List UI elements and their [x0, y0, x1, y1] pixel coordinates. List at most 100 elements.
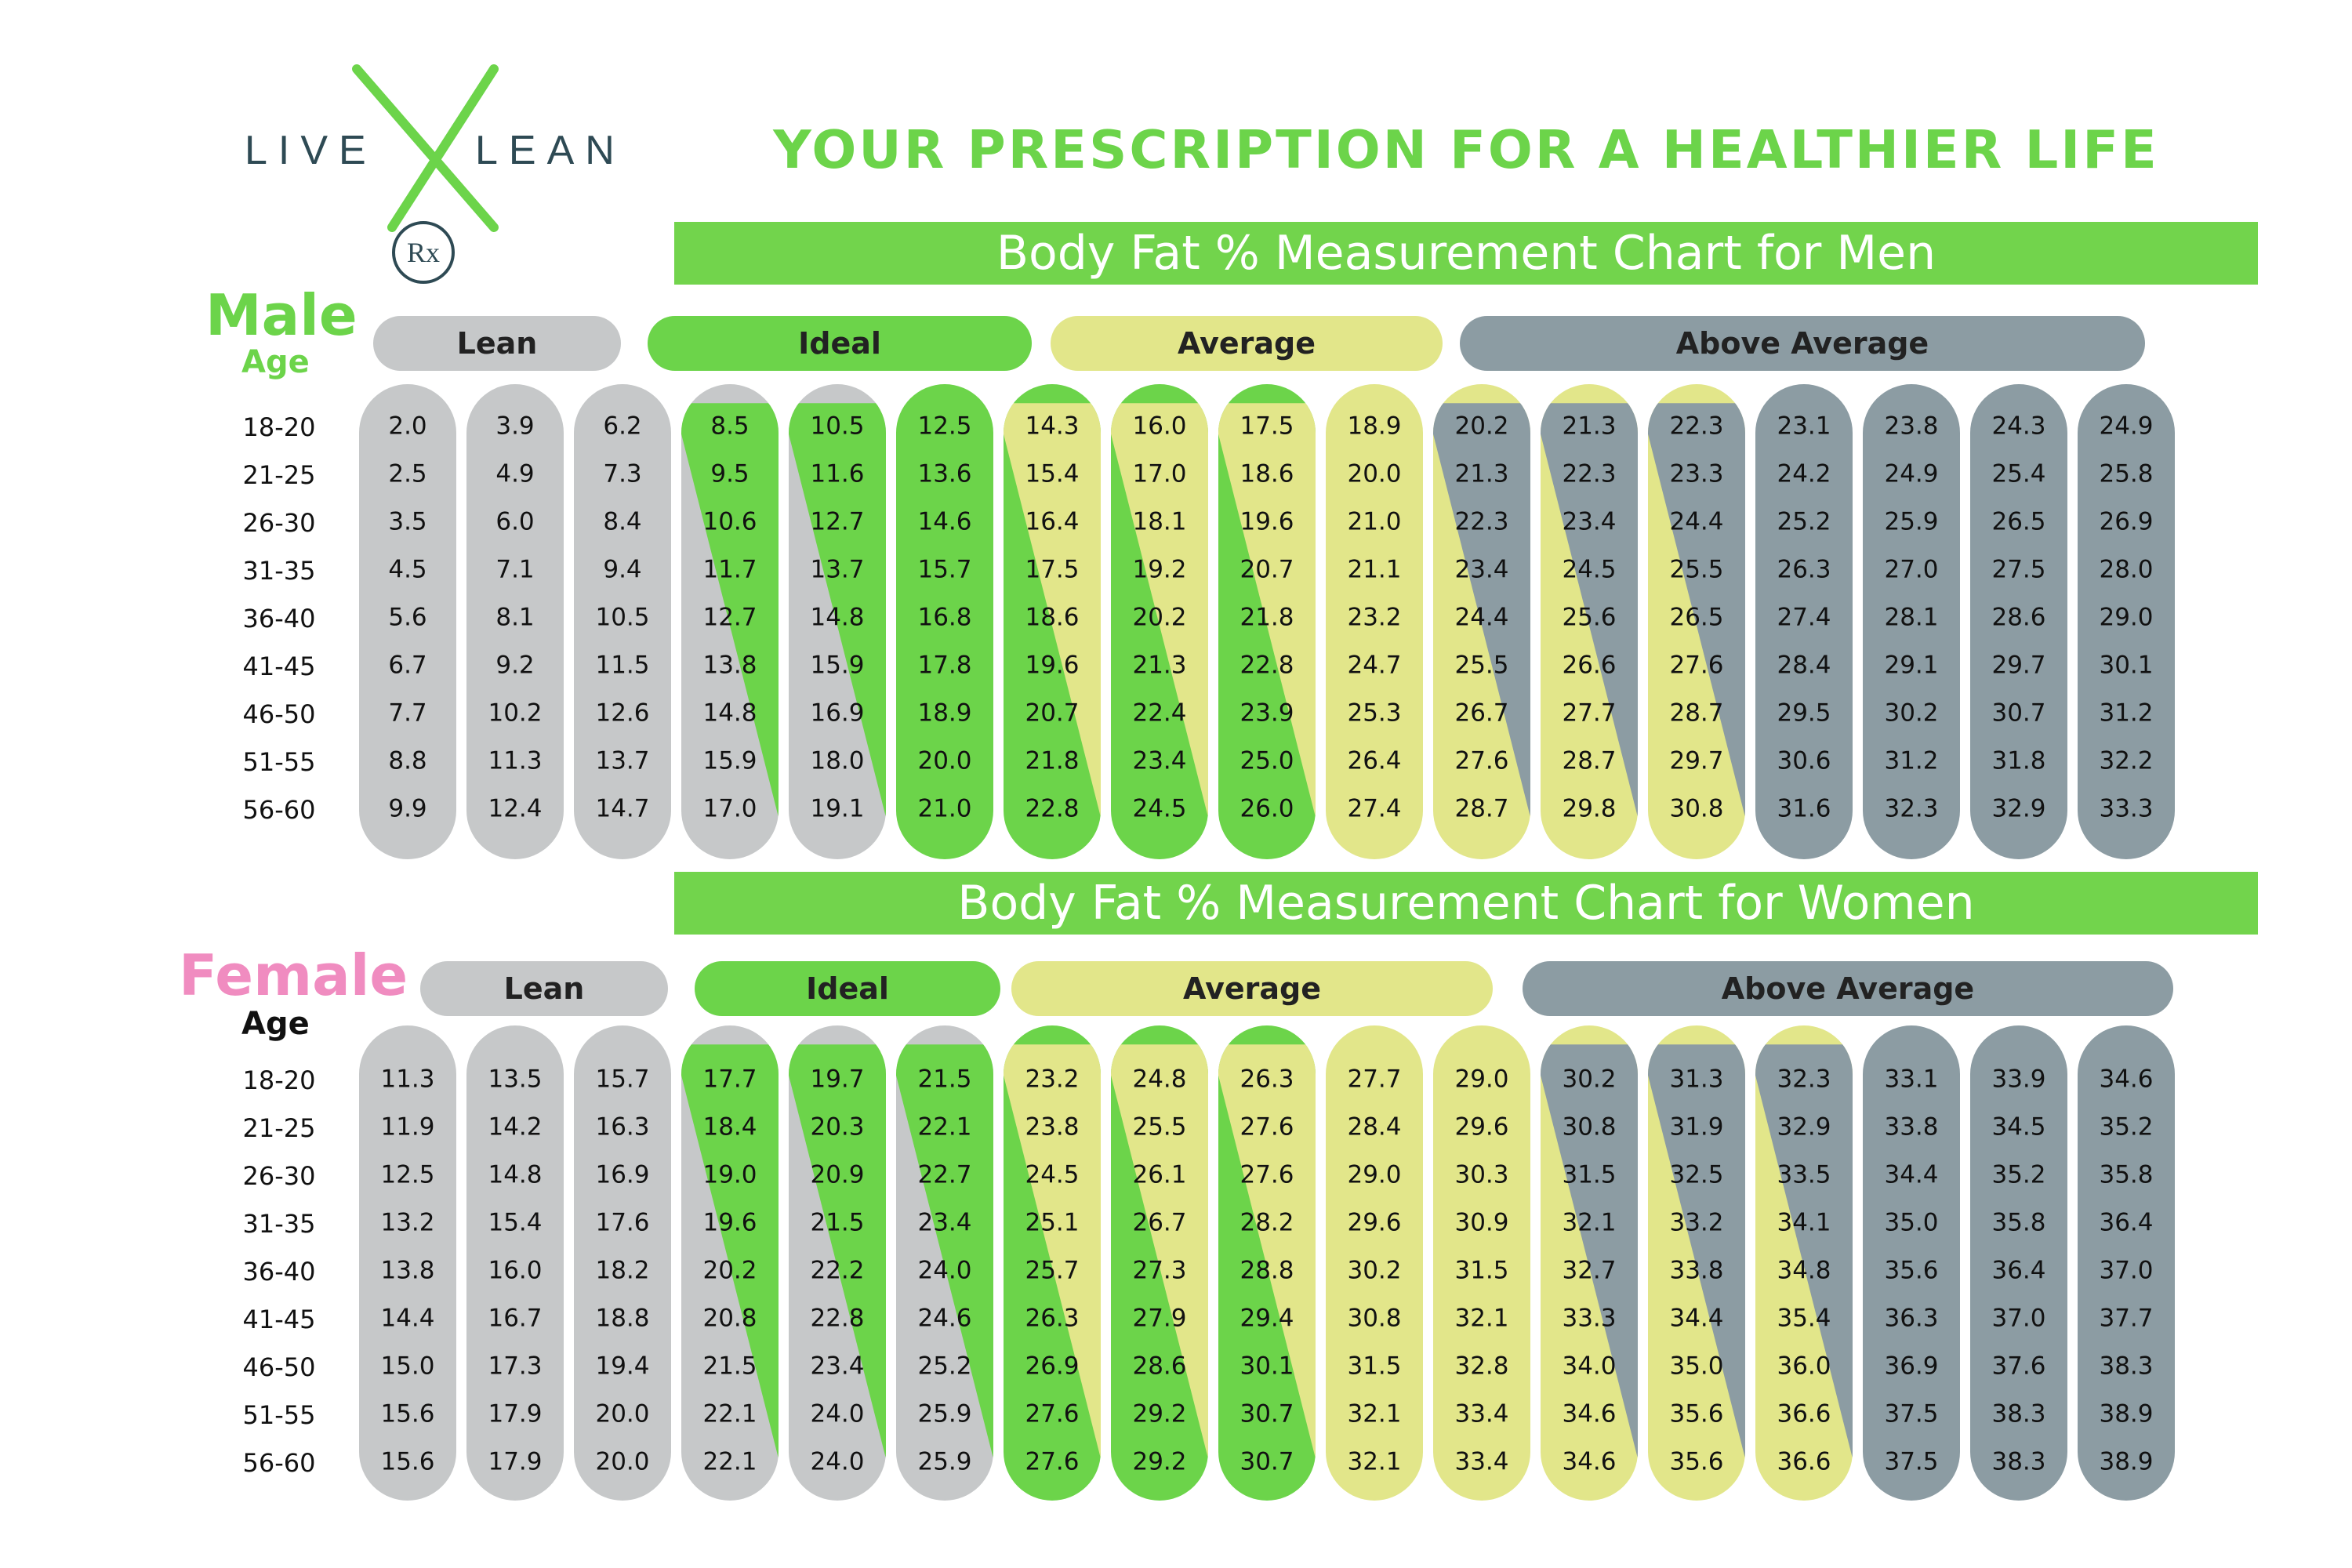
women-value-columns: 11.3 11.9 12.5 13.2 13.8 14.4 15.0 15.6 15.6 13.5…	[359, 1025, 2175, 1501]
body-fat-value: 14.8	[810, 604, 864, 632]
men-category-lean: Lean	[373, 316, 621, 371]
body-fat-value: 25.2	[917, 1352, 971, 1381]
body-fat-value: 14.2	[488, 1113, 542, 1142]
body-fat-value: 35.2	[1991, 1161, 2045, 1189]
women-column-5	[789, 1025, 886, 1501]
men-column-3	[574, 384, 671, 859]
body-fat-value: 23.9	[1240, 699, 1294, 728]
body-fat-value: 13.7	[595, 747, 649, 775]
body-fat-value: 29.2	[1132, 1400, 1186, 1428]
body-fat-value: 25.9	[1884, 508, 1938, 536]
body-fat-value: 27.7	[1347, 1065, 1401, 1094]
body-fat-value: 27.6	[1025, 1448, 1079, 1476]
women-category-ideal: Ideal	[695, 961, 1000, 1016]
men-category-average: Average	[1051, 316, 1443, 371]
body-fat-value: 35.0	[1884, 1209, 1938, 1237]
body-fat-value: 18.9	[917, 699, 971, 728]
body-fat-value: 35.8	[2099, 1161, 2153, 1189]
body-fat-value: 33.8	[1884, 1113, 1938, 1142]
body-fat-value: 21.3	[1562, 412, 1616, 441]
body-fat-value: 13.5	[488, 1065, 542, 1094]
logo-word-live: LIVE	[245, 128, 377, 173]
body-fat-value: 30.2	[1562, 1065, 1616, 1094]
body-fat-value: 9.5	[710, 460, 749, 488]
men-column-9	[1218, 384, 1316, 859]
women-age-row-label: 36-40	[242, 1257, 316, 1287]
body-fat-value: 19.6	[1240, 508, 1294, 536]
women-column-11	[1433, 1025, 1530, 1501]
men-chart-banner: Body Fat % Measurement Chart for Men	[674, 222, 2258, 285]
body-fat-value: 15.7	[595, 1065, 649, 1094]
body-fat-value: 15.4	[488, 1209, 542, 1237]
body-fat-value: 33.4	[1454, 1448, 1508, 1476]
body-fat-value: 11.7	[702, 556, 757, 584]
body-fat-value: 36.0	[1777, 1352, 1831, 1381]
body-fat-value: 18.4	[702, 1113, 757, 1142]
men-column-14	[1755, 384, 1853, 859]
body-fat-value: 30.8	[1347, 1305, 1401, 1333]
body-fat-value: 31.3	[1669, 1065, 1723, 1094]
body-fat-value: 17.9	[488, 1448, 542, 1476]
body-fat-value: 19.2	[1132, 556, 1186, 584]
body-fat-value: 25.4	[1991, 460, 2045, 488]
body-fat-value: 23.8	[1884, 412, 1938, 441]
body-fat-value: 28.7	[1454, 795, 1508, 823]
women-column-3	[574, 1025, 671, 1501]
body-fat-value: 12.4	[488, 795, 542, 823]
men-column-2	[466, 384, 564, 859]
body-fat-value: 25.0	[1240, 747, 1294, 775]
male-age-label: Age	[241, 344, 310, 380]
body-fat-value: 31.5	[1454, 1257, 1508, 1285]
body-fat-value: 29.6	[1454, 1113, 1508, 1142]
body-fat-value: 18.8	[595, 1305, 649, 1333]
men-column-15	[1863, 384, 1960, 859]
body-fat-value: 4.5	[388, 556, 426, 584]
body-fat-value: 17.5	[1025, 556, 1079, 584]
women-age-row-label: 46-50	[242, 1352, 316, 1382]
women-category-lean: Lean	[420, 961, 668, 1016]
body-fat-value: 27.4	[1777, 604, 1831, 632]
women-column-15	[1863, 1025, 1960, 1501]
body-fat-value: 16.8	[917, 604, 971, 632]
body-fat-value: 35.6	[1884, 1257, 1938, 1285]
body-fat-value: 27.3	[1132, 1257, 1186, 1285]
body-fat-value: 16.7	[488, 1305, 542, 1333]
body-fat-value: 14.4	[380, 1305, 434, 1333]
body-fat-value: 22.8	[1025, 795, 1079, 823]
men-age-row-label: 31-35	[242, 556, 316, 586]
body-fat-value: 23.2	[1025, 1065, 1079, 1094]
body-fat-value: 30.8	[1669, 795, 1723, 823]
women-age-row-label: 51-55	[242, 1400, 316, 1430]
body-fat-value: 37.0	[1991, 1305, 2045, 1333]
body-fat-value: 8.4	[603, 508, 641, 536]
body-fat-value: 28.2	[1240, 1209, 1294, 1237]
body-fat-value: 27.4	[1347, 795, 1401, 823]
body-fat-value: 22.1	[702, 1448, 757, 1476]
body-fat-value: 3.5	[388, 508, 426, 536]
women-column-4	[681, 1025, 779, 1501]
body-fat-value: 32.1	[1347, 1448, 1401, 1476]
body-fat-value: 12.5	[380, 1161, 434, 1189]
body-fat-value: 22.1	[917, 1113, 971, 1142]
body-fat-value: 22.1	[702, 1400, 757, 1428]
body-fat-value: 17.8	[917, 652, 971, 680]
body-fat-value: 34.8	[1777, 1257, 1831, 1285]
men-age-row-label: 41-45	[242, 652, 316, 681]
men-column-11	[1433, 384, 1530, 859]
body-fat-value: 31.6	[1777, 795, 1831, 823]
body-fat-value: 19.7	[810, 1065, 864, 1094]
body-fat-value: 11.3	[488, 747, 542, 775]
body-fat-value: 25.5	[1669, 556, 1723, 584]
female-label: Female	[179, 942, 408, 1008]
body-fat-value: 25.6	[1562, 604, 1616, 632]
body-fat-value: 14.8	[702, 699, 757, 728]
body-fat-value: 28.0	[2099, 556, 2153, 584]
body-fat-value: 14.7	[595, 795, 649, 823]
women-column-16	[1970, 1025, 2067, 1501]
body-fat-value: 26.1	[1132, 1161, 1186, 1189]
body-fat-value: 26.5	[1669, 604, 1723, 632]
body-fat-value: 28.8	[1240, 1257, 1294, 1285]
body-fat-value: 24.9	[2099, 412, 2153, 441]
body-fat-value: 23.4	[1562, 508, 1616, 536]
